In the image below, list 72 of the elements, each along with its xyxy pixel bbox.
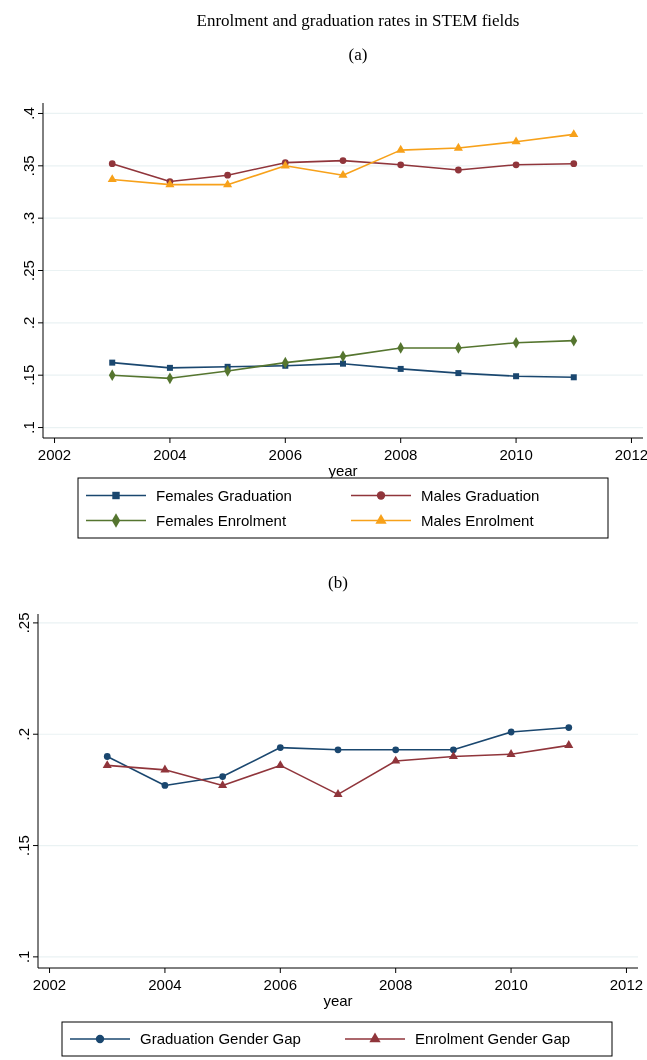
point xyxy=(161,782,169,789)
point xyxy=(391,755,401,764)
legend-label: Males Graduation xyxy=(421,486,540,504)
y-tick-label: .2 xyxy=(20,316,37,330)
point xyxy=(334,746,342,754)
legend-label: Females Graduation xyxy=(156,486,292,504)
point xyxy=(513,373,520,380)
y-tick-label: .1 xyxy=(20,421,37,434)
y-tick-label: .15 xyxy=(15,835,32,856)
x-axis-title: year xyxy=(328,462,358,479)
chart-title: Enrolment and graduation rates in STEM fields xyxy=(196,11,520,30)
x-tick-label: 2004 xyxy=(148,976,182,993)
point xyxy=(511,136,521,145)
point xyxy=(219,773,226,780)
point xyxy=(570,374,577,381)
point xyxy=(448,751,458,760)
point xyxy=(397,161,405,169)
chart-title: (b) xyxy=(328,573,348,592)
chart-subtitle: (a) xyxy=(348,45,368,64)
point xyxy=(570,160,578,168)
point xyxy=(218,780,228,789)
point xyxy=(565,724,573,731)
point xyxy=(107,174,117,183)
x-tick-label: 2010 xyxy=(499,446,533,463)
point xyxy=(455,370,462,377)
point xyxy=(392,746,400,754)
point xyxy=(339,157,347,164)
x-axis-title: year xyxy=(323,992,353,1009)
point xyxy=(108,160,116,168)
point xyxy=(564,740,574,748)
y-tick-label: .35 xyxy=(20,155,37,177)
point xyxy=(512,161,520,169)
point xyxy=(450,746,457,754)
legend-label: Females Enrolment xyxy=(156,511,287,529)
legend-label: Graduation Gender Gap xyxy=(140,1030,301,1047)
y-tick-label: .4 xyxy=(20,107,37,120)
point xyxy=(507,728,515,736)
y-tick-label: .3 xyxy=(20,211,37,225)
point xyxy=(275,760,285,769)
y-tick-label: .2 xyxy=(15,727,32,741)
x-tick-label: 2008 xyxy=(379,976,413,993)
x-tick-label: 2012 xyxy=(614,446,647,463)
point xyxy=(333,789,343,797)
point xyxy=(223,179,233,188)
point xyxy=(455,166,462,174)
point xyxy=(224,171,231,179)
point xyxy=(340,360,346,367)
x-tick-label: 2002 xyxy=(37,446,72,463)
x-tick-label: 2010 xyxy=(494,976,528,993)
point xyxy=(102,760,112,769)
legend-label: Enrolment Gender Gap xyxy=(415,1030,571,1047)
point xyxy=(166,364,173,371)
point xyxy=(276,744,284,751)
y-tick-label: .25 xyxy=(20,260,37,281)
point xyxy=(506,749,516,757)
y-tick-label: .15 xyxy=(20,364,37,386)
point xyxy=(569,129,579,138)
point xyxy=(109,359,116,366)
point xyxy=(103,753,111,760)
x-tick-label: 2006 xyxy=(263,976,297,993)
legend-label: Males Enrolment xyxy=(421,511,535,529)
point xyxy=(453,142,463,151)
x-tick-label: 2008 xyxy=(384,446,418,463)
point xyxy=(338,169,348,178)
x-tick-label: 2002 xyxy=(32,976,67,993)
x-tick-label: 2004 xyxy=(153,446,187,463)
x-tick-label: 2012 xyxy=(609,976,644,993)
y-tick-label: .1 xyxy=(15,950,32,964)
point xyxy=(396,144,406,153)
x-tick-label: 2006 xyxy=(268,446,302,463)
point xyxy=(397,365,404,372)
y-tick-label: .25 xyxy=(15,612,32,634)
